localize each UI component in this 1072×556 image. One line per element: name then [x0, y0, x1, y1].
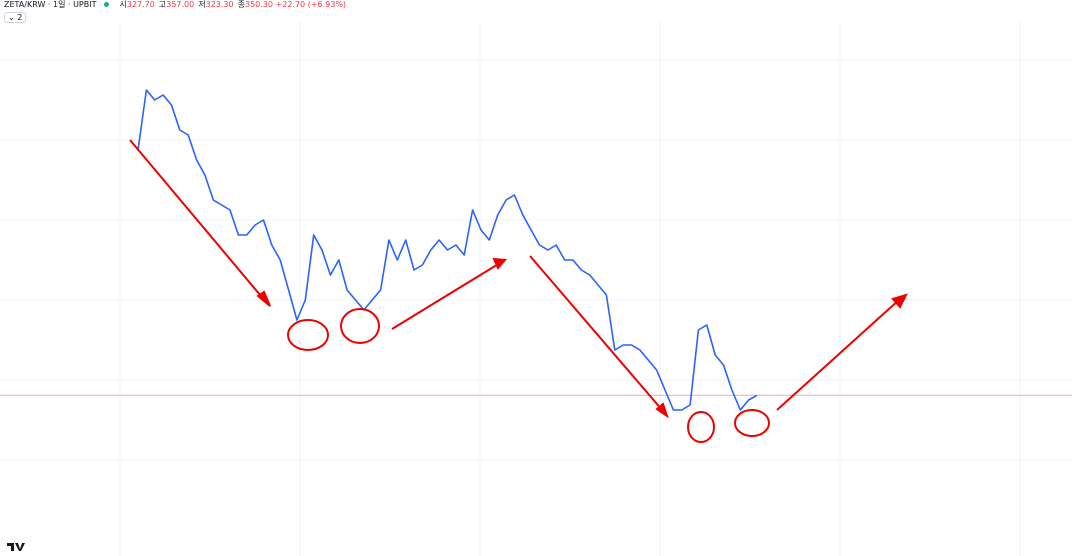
symbol: ZETA/KRW · 1일 · UPBIT — [4, 0, 97, 9]
status-dot — [104, 1, 110, 7]
label: 종 — [237, 0, 245, 9]
label: 고 — [158, 0, 167, 9]
legend-header: ZETA/KRW · 1일 · UPBIT 시327.70 고357.00 저323.… — [4, 0, 346, 10]
change: +22.70 (+6.93%) — [275, 0, 347, 9]
annotations — [129, 139, 908, 443]
label: 시 — [119, 0, 127, 9]
price-line — [137, 89, 758, 411]
indicator-count: 2 — [17, 13, 23, 22]
indicator-toggle[interactable]: ⌄ 2 — [4, 12, 27, 23]
value: 357.00 — [166, 0, 195, 9]
tv-logo — [7, 543, 25, 551]
value: 327.70 — [126, 0, 155, 9]
value: 350.30 — [244, 0, 273, 9]
label: 저 — [198, 0, 206, 9]
value: 323.30 — [205, 0, 234, 9]
background-grid — [0, 20, 1072, 556]
